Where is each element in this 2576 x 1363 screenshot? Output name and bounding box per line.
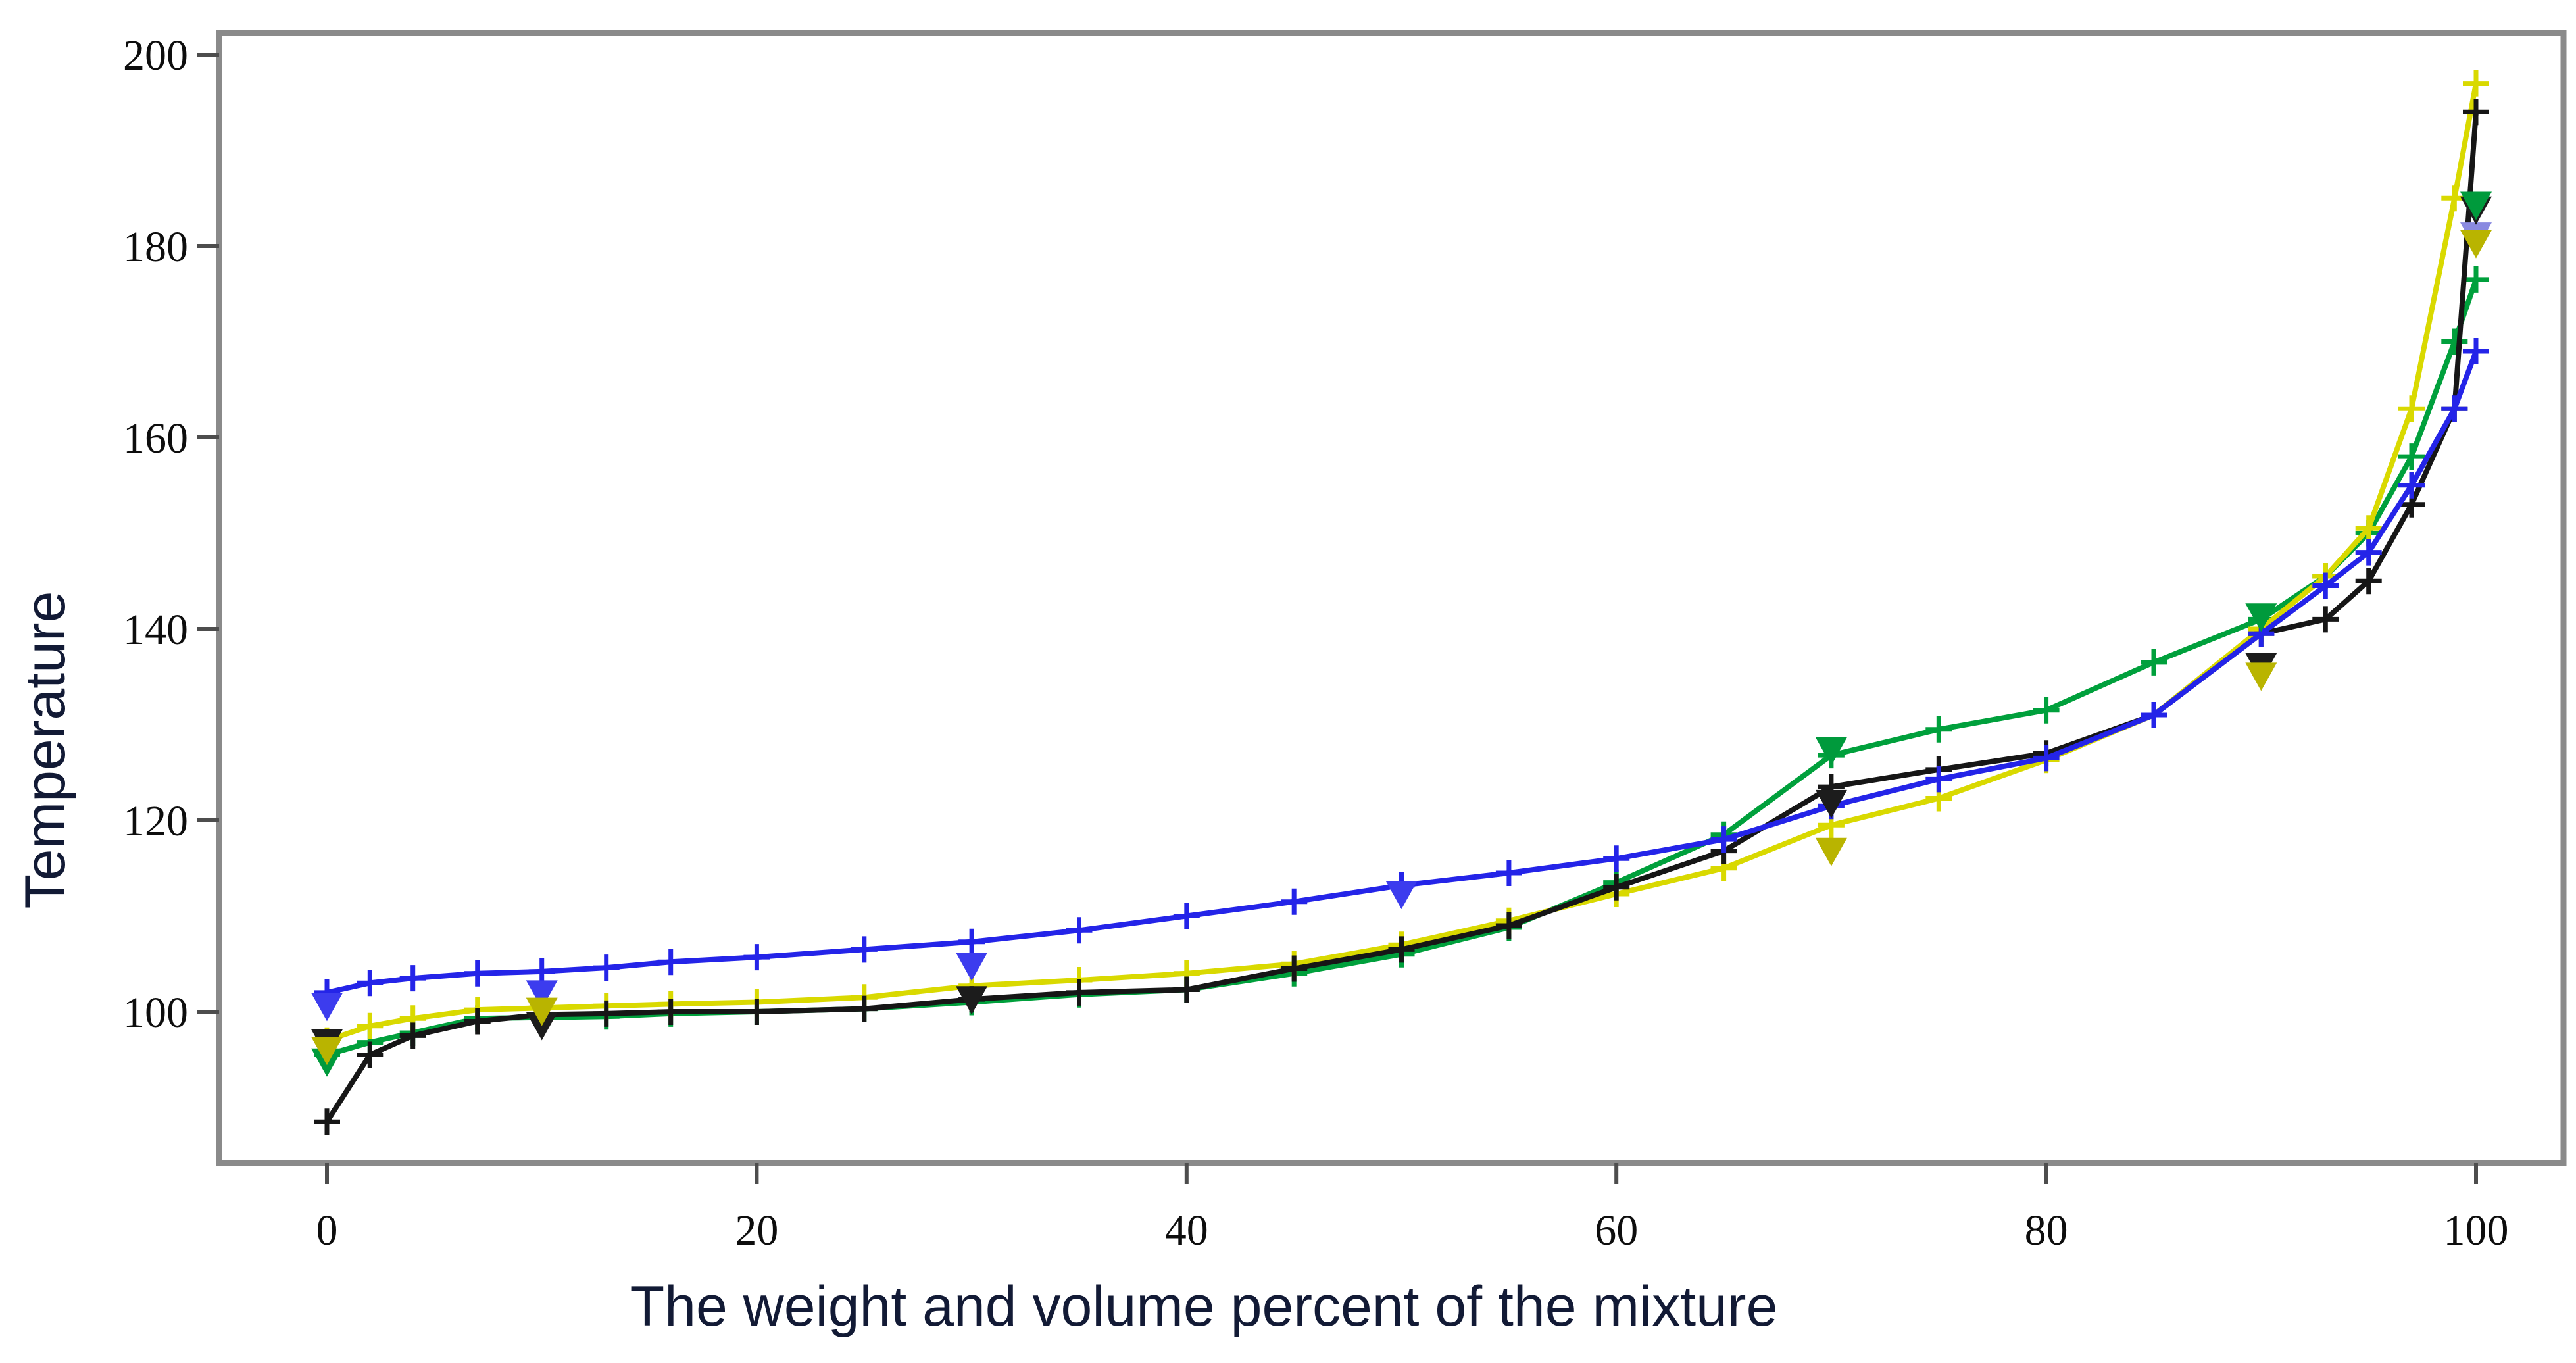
outlier-triangles-black — [311, 196, 2492, 1058]
x-axis-tick-label-0: 0 — [316, 1206, 338, 1254]
series-black-line — [324, 109, 2479, 1125]
y-axis-tick-label-160: 160 — [123, 414, 188, 462]
y-axis-tick-label-140: 140 — [123, 606, 188, 654]
y-axis-tick-label-180: 180 — [123, 223, 188, 271]
plot-box-spine — [216, 30, 2567, 1166]
x-axis-tick-label-60: 60 — [1595, 1206, 1638, 1254]
x-axis-tick-label-20: 20 — [735, 1206, 778, 1254]
y-axis-ticks: 100 120 140 160 180 200 — [123, 32, 219, 1037]
series-black — [314, 99, 2489, 1135]
x-axis-tick-label-80: 80 — [2025, 1206, 2068, 1254]
x-axis-tick-label-40: 40 — [1165, 1206, 1208, 1254]
outlier-markers — [311, 191, 2492, 1077]
y-axis-title: Temperature — [14, 591, 77, 909]
y-axis-tick-label-100: 100 — [123, 989, 188, 1037]
x-axis-ticks: 0 20 40 60 80 100 — [316, 1163, 2509, 1254]
x-axis-title: The weight and volume percent of the mix… — [630, 1275, 1778, 1338]
plot-area-border — [216, 30, 2567, 1166]
x-axis-tick-label-100: 100 — [2444, 1206, 2509, 1254]
series-blue-plus-markers — [314, 338, 2489, 1006]
data-series — [314, 70, 2489, 1135]
y-axis-tick-label-200: 200 — [123, 32, 188, 80]
y-axis-tick-label-120: 120 — [123, 797, 188, 845]
series-black-plus-markers — [314, 99, 2489, 1135]
